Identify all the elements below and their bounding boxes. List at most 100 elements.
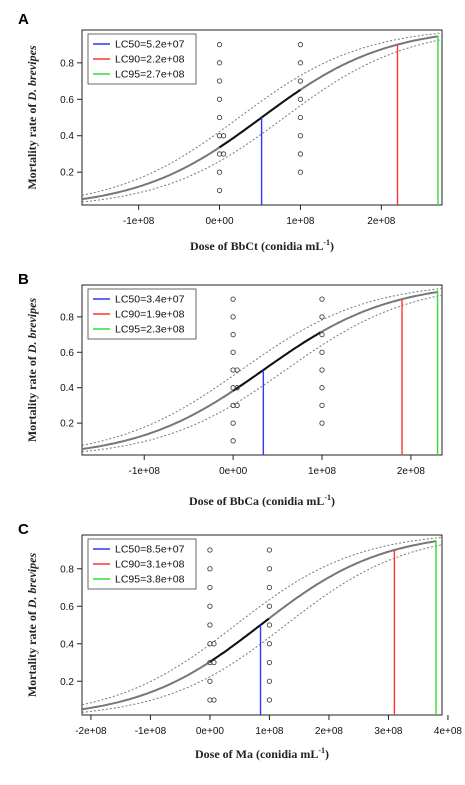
x-axis-label-sup: -1 bbox=[324, 493, 331, 502]
data-point bbox=[297, 133, 304, 139]
legend-entry-2: LC95=2.7e+08 bbox=[115, 69, 185, 81]
data-point bbox=[319, 331, 325, 338]
data-point bbox=[216, 78, 223, 84]
y-axis-label: Mortality rate of D. brevipes bbox=[25, 298, 39, 443]
y-axis-label: Mortality rate of D. brevipes bbox=[25, 45, 39, 190]
legend-entry-2: LC95=3.8e+08 bbox=[115, 574, 185, 586]
plot-area bbox=[82, 32, 442, 205]
data-point bbox=[297, 151, 304, 157]
y-axis-label-species: D. brevipes bbox=[25, 553, 39, 610]
legend-entry-0: LC50=5.2e+07 bbox=[115, 39, 185, 51]
x-tick-label: 2e+08 bbox=[367, 216, 396, 227]
data-point bbox=[211, 697, 217, 703]
legend-entry-2: LC95=2.3e+08 bbox=[115, 324, 185, 336]
lower-confidence-band bbox=[82, 294, 442, 453]
y-axis-label-main: Mortality rate of bbox=[25, 353, 39, 442]
data-point bbox=[266, 678, 273, 684]
x-tick-label: -1e+08 bbox=[123, 216, 155, 227]
y-tick-label: 0.2 bbox=[60, 419, 74, 430]
x-tick-label: 4e+08 bbox=[434, 726, 463, 737]
x-axis-label-close: ) bbox=[325, 747, 329, 761]
data-point bbox=[211, 659, 217, 666]
data-point bbox=[207, 584, 213, 591]
upper-confidence-band bbox=[82, 288, 442, 446]
y-tick-label: 0.8 bbox=[60, 564, 74, 575]
data-point bbox=[230, 314, 236, 320]
plot-frame bbox=[81, 284, 443, 456]
data-point bbox=[297, 41, 304, 48]
y-tick-label: 0.8 bbox=[60, 58, 74, 69]
data-point bbox=[297, 114, 304, 121]
x-axis-label-close: ) bbox=[330, 239, 334, 253]
legend-entry-1: LC90=1.9e+08 bbox=[115, 309, 185, 321]
observed-range-curve bbox=[218, 89, 301, 149]
x-axis-label-main: Dose of BbCt bbox=[190, 239, 261, 253]
data-point bbox=[297, 169, 304, 175]
data-point bbox=[297, 96, 304, 102]
data-point bbox=[207, 566, 213, 572]
data-point bbox=[266, 659, 273, 666]
x-tick-label: 1e+08 bbox=[308, 466, 337, 477]
x-axis-label-main: Dose of BbCa bbox=[189, 494, 262, 508]
chart-panel-c: C 0.2 0.4 0.6 0.8 -2e+08 -1e+08 0e+00 1e+08 2e+08… bbox=[18, 521, 462, 761]
upper-confidence-band bbox=[82, 536, 442, 706]
x-tick-label: 2e+08 bbox=[315, 726, 344, 737]
y-axis-label-species: D. brevipes bbox=[25, 45, 39, 102]
data-point bbox=[220, 133, 227, 139]
data-point bbox=[319, 314, 325, 320]
chart-panel-a: A 0.2 0.4 0.6 0.8 -1e+08 0e+00 1e+08 2e+08 Dose o… bbox=[18, 11, 443, 253]
data-point bbox=[319, 402, 325, 409]
y-axis-label-main: Mortality rate of bbox=[25, 608, 39, 697]
data-point bbox=[207, 547, 213, 553]
x-axis-label-close: ) bbox=[331, 494, 335, 508]
x-tick-label: 0e+00 bbox=[219, 466, 248, 477]
data-point bbox=[216, 169, 223, 175]
lower-confidence-band bbox=[82, 544, 442, 713]
plot-frame bbox=[81, 534, 443, 716]
y-axis-label-main: Mortality rate of bbox=[25, 101, 39, 190]
x-axis-label-unit: (conidia mL bbox=[256, 747, 318, 761]
data-point bbox=[216, 41, 223, 48]
y-axis-label: Mortality rate of D. brevipes bbox=[25, 553, 39, 698]
y-tick-label: 0.8 bbox=[60, 312, 74, 323]
data-point bbox=[211, 641, 217, 647]
y-axis-label-species: D. brevipes bbox=[25, 298, 39, 355]
data-point bbox=[319, 296, 325, 302]
x-axis-label-sup: -1 bbox=[323, 238, 330, 247]
x-axis-label-unit: (conidia mL bbox=[262, 494, 324, 508]
y-tick-label: 0.4 bbox=[60, 639, 74, 650]
observed-range-curve bbox=[232, 331, 322, 392]
data-point bbox=[319, 367, 325, 373]
data-point bbox=[266, 622, 273, 628]
y-tick-label: 0.4 bbox=[60, 383, 74, 394]
legend-entry-0: LC50=3.4e+07 bbox=[115, 294, 185, 306]
data-point bbox=[234, 367, 240, 373]
panel-letter: B bbox=[18, 271, 29, 288]
y-tick-label: 0.6 bbox=[60, 95, 74, 106]
data-point bbox=[266, 566, 273, 572]
y-tick-label: 0.2 bbox=[60, 677, 74, 688]
x-tick-label: 0e+00 bbox=[205, 216, 234, 227]
legend-entry-0: LC50=8.5e+07 bbox=[115, 544, 185, 556]
data-point bbox=[266, 584, 273, 591]
x-axis-label-main: Dose of Ma bbox=[195, 747, 256, 761]
data-point bbox=[216, 114, 223, 121]
data-point bbox=[266, 603, 273, 609]
panel-letter: C bbox=[18, 521, 29, 538]
data-point bbox=[266, 547, 273, 553]
legend-entry-1: LC90=3.1e+08 bbox=[115, 559, 185, 571]
observed-range-curve bbox=[209, 617, 270, 663]
data-point bbox=[234, 385, 240, 391]
data-point bbox=[297, 78, 304, 84]
legend: LC50=5.2e+07 LC90=2.2e+08 LC95=2.7e+08 bbox=[87, 33, 197, 85]
data-point bbox=[230, 296, 236, 302]
data-point bbox=[230, 349, 236, 355]
data-point bbox=[220, 151, 227, 157]
x-tick-label: -2e+08 bbox=[75, 726, 107, 737]
x-axis-label: Dose of BbCa (conidia mL-1) bbox=[189, 493, 335, 508]
x-tick-label: -1e+08 bbox=[135, 726, 167, 737]
data-point bbox=[319, 420, 325, 426]
y-tick-label: 0.2 bbox=[60, 168, 74, 179]
data-point bbox=[216, 60, 223, 66]
data-point bbox=[216, 187, 223, 194]
